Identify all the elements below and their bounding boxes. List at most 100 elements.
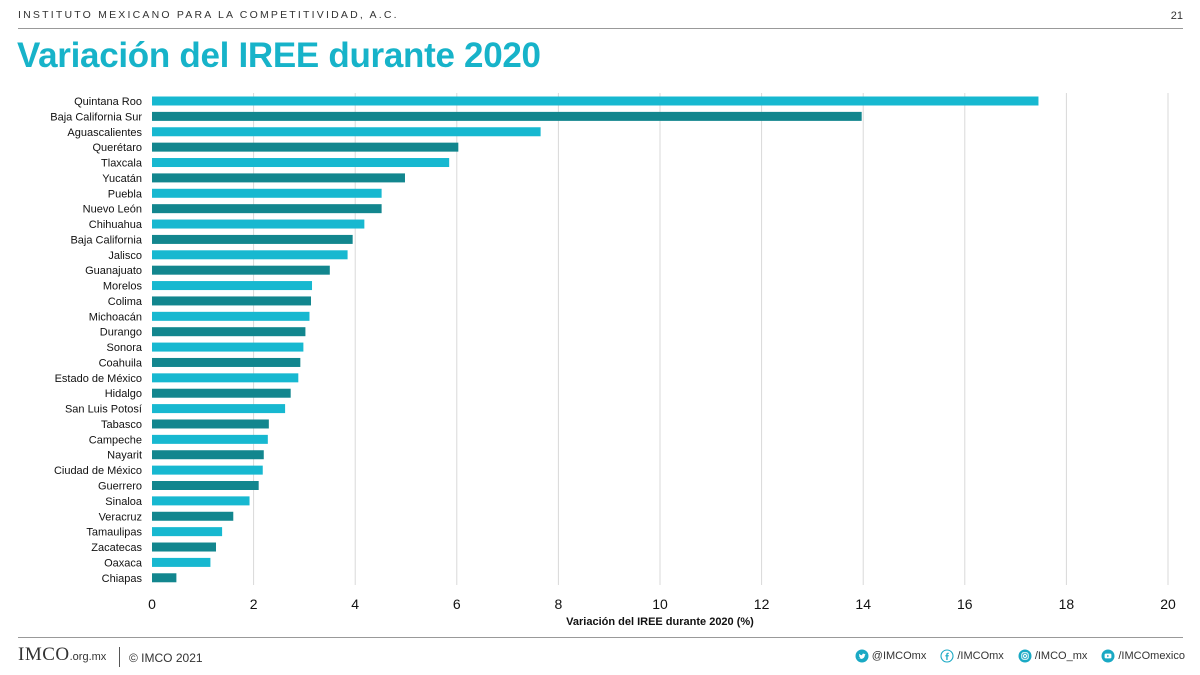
bar <box>152 173 405 183</box>
x-tick-label: 18 <box>1059 596 1075 612</box>
category-label: Coahuila <box>99 357 143 369</box>
bar <box>152 250 348 260</box>
organization-name: INSTITUTO MEXICANO PARA LA COMPETITIVIDA… <box>18 9 399 21</box>
youtube-icon <box>1101 649 1115 663</box>
bar <box>152 357 301 367</box>
category-label: Hidalgo <box>105 388 142 400</box>
bar <box>152 219 365 229</box>
bar <box>152 481 259 490</box>
category-label: Guanajuato <box>85 265 142 277</box>
social-twitter[interactable]: @IMCOmx <box>855 649 927 663</box>
bar <box>152 434 268 444</box>
footer-separator <box>119 647 120 667</box>
gridlines <box>253 93 1169 585</box>
social-label: /IMCO_mx <box>1034 650 1088 662</box>
social-youtube[interactable]: /IMCOmexico <box>1101 649 1185 663</box>
category-label: Chihuahua <box>89 219 143 231</box>
slide-title: Variación del IREE durante 2020 <box>17 36 541 75</box>
category-label: Tabasco <box>101 419 142 431</box>
category-label: Jalisco <box>108 250 142 262</box>
bar <box>152 527 223 537</box>
bar <box>152 388 291 398</box>
x-tick-label: 0 <box>148 596 156 612</box>
category-label: Querétaro <box>92 142 142 154</box>
category-label: Colima <box>108 296 143 308</box>
bar <box>152 450 264 460</box>
x-tick-label: 8 <box>555 596 563 612</box>
social-links: @IMCOmx /IMCOmx /IMCO_mx /IMCOmexico <box>855 649 1185 663</box>
bar <box>152 496 250 506</box>
category-label: Sinaloa <box>105 496 143 508</box>
category-label: Oaxaca <box>104 557 143 569</box>
social-facebook[interactable]: /IMCOmx <box>940 649 1004 663</box>
bar <box>152 557 211 567</box>
category-label: Puebla <box>108 188 143 200</box>
bar <box>152 127 541 137</box>
x-tick-label: 2 <box>250 596 258 612</box>
category-label: Baja California Sur <box>50 111 142 123</box>
bar <box>152 234 353 244</box>
logo-text: IMCO <box>18 644 70 665</box>
category-label: Ciudad de México <box>54 465 142 477</box>
bar <box>152 542 217 552</box>
x-axis-ticks: 0 2 4 6 8 10 12 14 16 18 20 <box>148 596 1176 612</box>
instagram-icon <box>1018 649 1032 663</box>
bar <box>152 158 450 168</box>
x-tick-label: 4 <box>351 596 359 612</box>
imco-logo[interactable]: IMCO .org.mx <box>18 644 106 670</box>
category-label: Baja California <box>70 234 142 246</box>
bar <box>152 296 312 306</box>
bar <box>152 188 382 198</box>
category-label: Tlaxcala <box>101 158 143 170</box>
bar <box>152 111 862 121</box>
bar <box>152 465 263 475</box>
category-label: Durango <box>100 327 142 339</box>
bar <box>152 204 382 214</box>
x-tick-label: 16 <box>957 596 973 612</box>
category-label: Chiapas <box>102 573 143 585</box>
copyright-text: © IMCO 2021 <box>129 651 203 665</box>
x-tick-label: 20 <box>1160 596 1176 612</box>
bar <box>152 311 310 321</box>
bars <box>152 96 1039 583</box>
category-labels: Quintana Roo Baja California Sur Aguascali… <box>50 96 143 585</box>
bar-chart: Quintana Roo Baja California Sur Aguascali… <box>50 93 1176 628</box>
bar <box>152 404 286 414</box>
category-label: Nayarit <box>107 450 142 462</box>
social-label: @IMCOmx <box>871 650 927 662</box>
bar <box>152 96 1039 106</box>
slide-number: 21 <box>1170 10 1183 22</box>
category-label: Michoacán <box>89 311 142 323</box>
social-instagram[interactable]: /IMCO_mx <box>1018 649 1088 663</box>
category-label: Aguascalientes <box>67 127 142 139</box>
bar <box>152 511 234 521</box>
bar <box>152 573 177 583</box>
category-label: Campeche <box>89 434 142 446</box>
category-label: Sonora <box>107 342 143 354</box>
x-tick-label: 12 <box>754 596 770 612</box>
social-label: /IMCOmx <box>957 650 1004 662</box>
bar <box>152 419 269 429</box>
facebook-icon <box>940 649 954 663</box>
category-label: Veracruz <box>99 511 142 523</box>
header-divider <box>18 28 1183 29</box>
category-label: Tamaulipas <box>86 527 142 539</box>
bar <box>152 281 313 291</box>
logo-domain: .org.mx <box>69 651 107 663</box>
category-label: Zacatecas <box>91 542 142 554</box>
category-label: Quintana Roo <box>74 96 142 108</box>
social-label: /IMCOmexico <box>1118 650 1185 662</box>
bar <box>152 142 459 152</box>
category-label: Estado de México <box>55 373 142 385</box>
x-tick-label: 10 <box>652 596 668 612</box>
category-label: San Luis Potosí <box>65 404 142 416</box>
bar <box>152 342 304 352</box>
x-tick-label: 6 <box>453 596 461 612</box>
x-axis-title: Variación del IREE durante 2020 (%) <box>566 616 754 628</box>
bar <box>152 327 306 337</box>
bar <box>152 373 299 383</box>
twitter-icon <box>855 649 869 663</box>
category-label: Morelos <box>103 281 143 293</box>
category-label: Nuevo León <box>83 204 142 216</box>
bar <box>152 265 330 275</box>
